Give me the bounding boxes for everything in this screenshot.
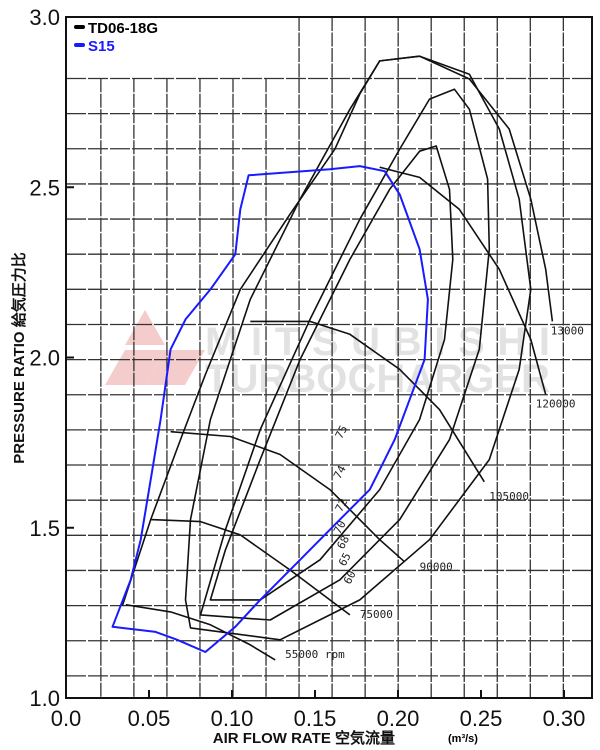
speed-line [379,166,547,395]
efficiency-island [209,145,454,601]
x-tick-label: 0.30 [543,706,586,731]
speed-line-label: 75000 [360,608,393,621]
x-tick-label: 0.15 [294,706,337,731]
speed-line-label: 55000 rpm [285,648,345,661]
x-axis-unit: (m³/s) [448,733,478,745]
efficiency-label: 74 [331,463,349,481]
efficiency-island [184,55,532,641]
x-tick-label: 0.0 [51,706,82,731]
series-line-s15 [111,165,429,653]
surge-line [121,55,420,606]
y-tick-label: 2.5 [29,175,60,200]
x-tick-label: 0.20 [377,706,420,731]
x-tick-label: 0.25 [460,706,503,731]
y-tick-label: 1.0 [29,686,60,711]
speed-line-label: 13000 [551,324,584,337]
efficiency-label: 68 [334,533,352,551]
efficiency-label: 72 [333,496,351,514]
legend: TD06-18G S15 [74,20,158,55]
x-axis-label: AIR FLOW RATE 空気流量 [213,729,395,747]
series-layer [111,165,429,653]
mitsubishi-logo-icon [125,310,165,345]
efficiency-label: 60 [341,569,359,587]
watermark-line-2: TURBOCHARGER [205,357,550,401]
axis-ticks: 0.0 0.05 0.10 0.15 0.20 0.25 0.30 1.0 1.5 2.0 2.5 3… [29,5,585,731]
td06-18g-map: 55000 rpm 75000 90000 105000 120000 13000 75 74… [121,55,584,661]
mitsubishi-logo-icon [145,350,205,385]
x-tick-label: 0.05 [128,706,171,731]
legend-swatch-s15 [74,43,85,47]
legend-label-td06-18g: TD06-18G [88,20,158,37]
speed-line-label: 105000 [489,490,529,503]
y-tick-label: 2.0 [29,346,60,371]
efficiency-label: 75 [333,423,351,441]
grid [66,17,592,698]
speed-line [125,603,276,661]
speed-line [150,518,351,616]
legend-swatch-td06-18g [74,25,85,29]
choke-line [419,55,554,322]
speed-line-label: 120000 [536,398,576,411]
x-tick-label: 0.10 [211,706,254,731]
speed-line-label: 90000 [420,561,453,574]
y-tick-label: 1.5 [29,516,60,541]
y-tick-label: 3.0 [29,5,60,30]
speed-line [250,320,485,483]
efficiency-label: 65 [336,551,354,569]
speed-line [170,430,406,563]
y-axis-label: PRESSURE RATIO 給気圧力比 [10,252,28,463]
legend-label-s15: S15 [88,38,115,55]
